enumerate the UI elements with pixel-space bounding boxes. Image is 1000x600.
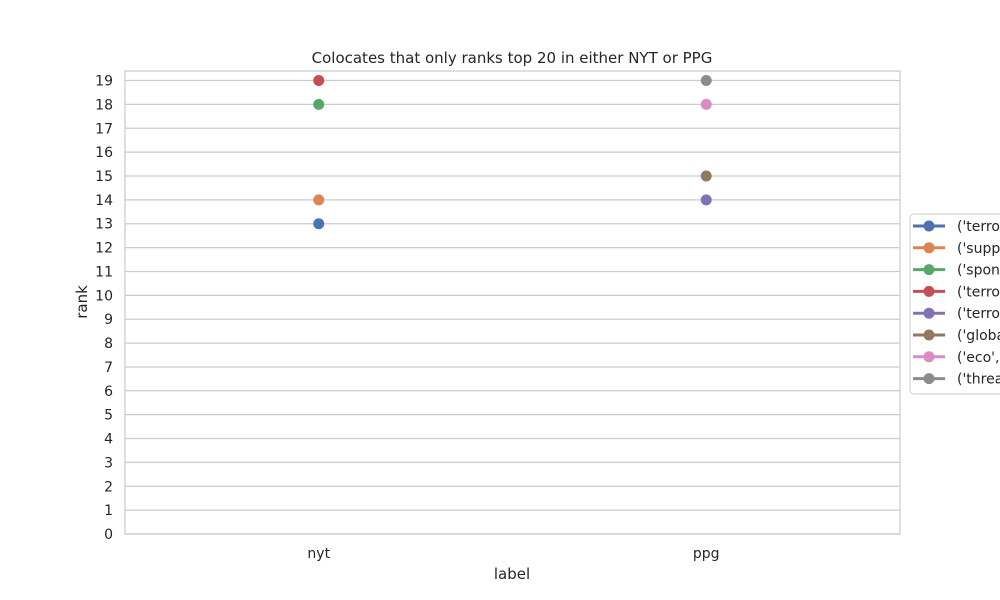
y-tick-label: 0 [104,527,113,543]
legend-frame [909,213,1000,395]
legend-label: ('eco', [957,350,1000,366]
y-tick-label: 2 [104,479,113,495]
data-point [313,218,325,230]
legend-marker [923,307,935,319]
y-tick-label: 1 [104,503,113,519]
legend-label: ('threa [957,372,1000,388]
legend-label: ('terror [957,306,1000,322]
y-tick-label: 14 [95,193,113,209]
legend-marker [923,242,935,254]
y-tick-label: 6 [104,384,113,400]
data-point [313,98,325,110]
y-tick-label: 3 [104,455,113,471]
data-point [313,194,325,206]
legend-marker [923,285,935,297]
grid [125,79,900,535]
x-axis-label: label [494,565,530,583]
plot-frame [124,70,901,535]
legend-label: ('terror [957,219,1000,235]
y-tick-label: 13 [95,217,113,233]
legend-label: ('terror [957,284,1000,300]
y-tick-label: 19 [95,74,113,90]
y-tick-label: 4 [104,432,113,448]
data-point [700,98,712,110]
data-points [313,75,712,230]
y-axis-label: rank [73,285,91,319]
legend-marker [923,373,935,385]
legend-marker [923,329,935,341]
data-point [700,75,712,87]
y-tick-label: 5 [104,408,113,424]
data-point [700,170,712,182]
data-point [700,194,712,206]
legend-marker [923,264,935,276]
y-tick-label: 7 [104,360,113,376]
x-tick-labels: nyt ppg [307,546,719,562]
y-tick-label: 12 [95,241,113,257]
y-tick-label: 17 [95,121,113,137]
legend-label: ('globa [957,328,1000,344]
y-tick-label: 16 [95,145,113,161]
legend: ('terror ('suppo ('spons ('terror ('terror ('… [909,213,1000,395]
y-tick-label: 18 [95,97,113,113]
y-tick-label: 11 [95,264,113,280]
x-tick-label: ppg [693,546,720,562]
y-tick-label: 15 [95,169,113,185]
y-tick-label: 10 [95,288,113,304]
y-tick-label: 8 [104,336,113,352]
x-tick-label: nyt [307,546,330,562]
legend-marker [923,351,935,363]
chart-title: Colocates that only ranks top 20 in eith… [312,49,713,67]
legend-label: ('suppo [957,241,1000,257]
legend-label: ('spons [957,263,1000,279]
data-point [313,75,325,87]
legend-marker [923,220,935,232]
y-tick-label: 9 [104,312,113,328]
